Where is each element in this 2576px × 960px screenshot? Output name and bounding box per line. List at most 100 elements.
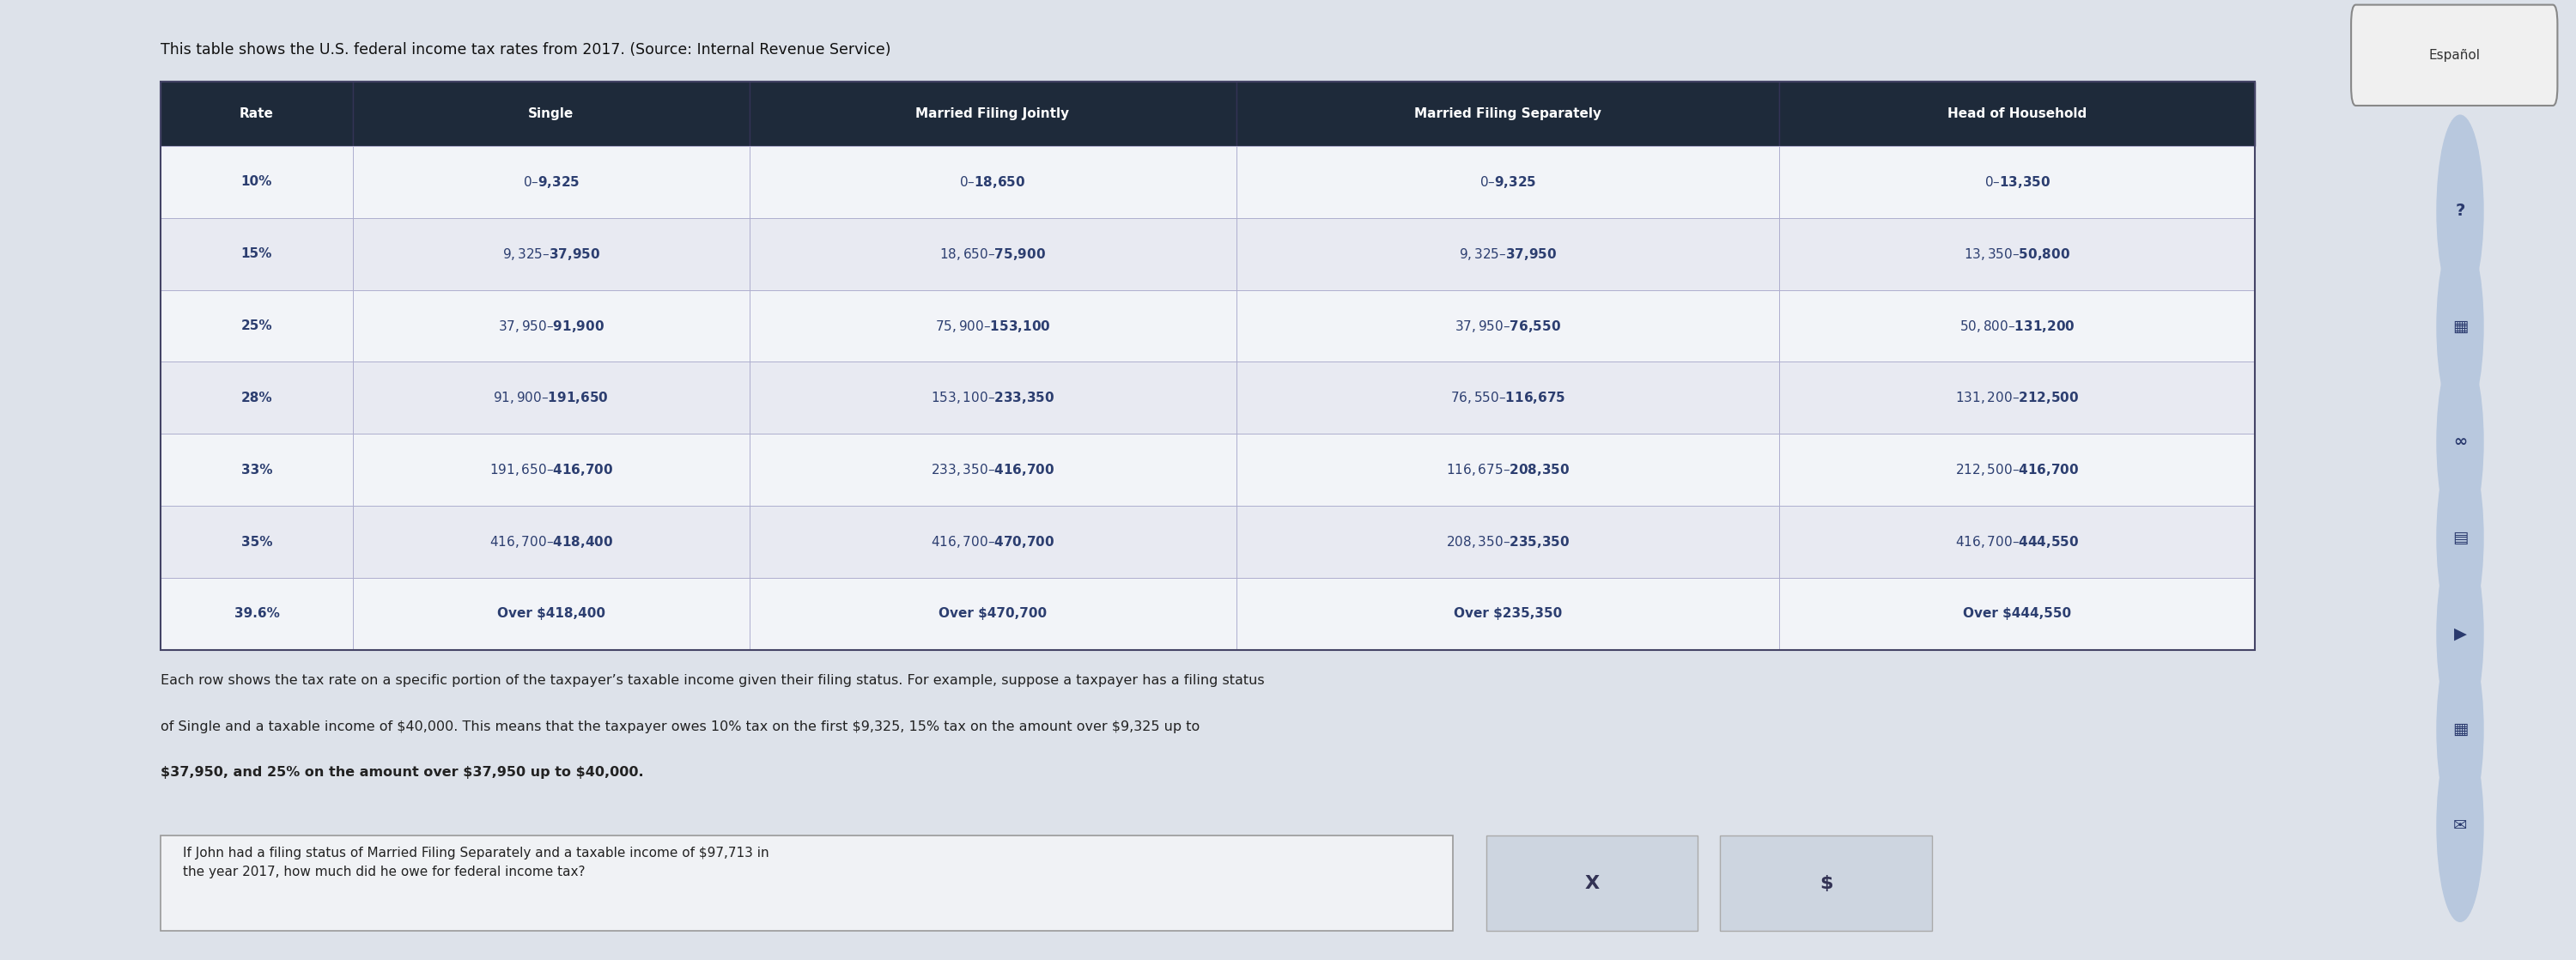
- Text: $91,900–$191,650: $91,900–$191,650: [492, 390, 608, 406]
- Text: 10%: 10%: [242, 176, 273, 188]
- Circle shape: [2437, 538, 2483, 730]
- Text: $13,350–$50,800: $13,350–$50,800: [1963, 246, 2071, 262]
- Text: $37,950, and 25% on the amount over $37,950 up to $40,000.: $37,950, and 25% on the amount over $37,…: [160, 766, 644, 779]
- Bar: [160, 146, 353, 218]
- Text: 39.6%: 39.6%: [234, 608, 278, 620]
- Circle shape: [2437, 230, 2483, 422]
- Bar: [1236, 362, 1780, 434]
- Text: Over $418,400: Over $418,400: [497, 608, 605, 620]
- Bar: [750, 218, 1236, 290]
- Text: $212,500–$416,700: $212,500–$416,700: [1955, 462, 2079, 478]
- Bar: [1236, 146, 1780, 218]
- Text: ✉: ✉: [2452, 818, 2468, 833]
- Bar: [1780, 146, 2254, 218]
- Text: X: X: [1584, 875, 1600, 892]
- Bar: [160, 362, 353, 434]
- Text: ?: ?: [2455, 204, 2465, 219]
- Bar: [750, 290, 1236, 362]
- Bar: [353, 578, 750, 650]
- Bar: [750, 578, 1236, 650]
- Text: $116,675–$208,350: $116,675–$208,350: [1445, 462, 1569, 478]
- Circle shape: [2437, 115, 2483, 307]
- Bar: [1780, 578, 2254, 650]
- Bar: [750, 506, 1236, 578]
- Text: Over $444,550: Over $444,550: [1963, 608, 2071, 620]
- Bar: [1780, 434, 2254, 506]
- Text: ∞: ∞: [2452, 434, 2468, 449]
- Text: Each row shows the tax rate on a specific portion of the taxpayer’s taxable inco: Each row shows the tax rate on a specifi…: [160, 674, 1265, 686]
- Bar: [353, 362, 750, 434]
- Text: Over $235,350: Over $235,350: [1453, 608, 1561, 620]
- Text: $233,350–$416,700: $233,350–$416,700: [930, 462, 1054, 478]
- Text: $416,700–$470,700: $416,700–$470,700: [930, 534, 1054, 550]
- Bar: [1721, 835, 1932, 931]
- Text: $416,700–$418,400: $416,700–$418,400: [489, 534, 613, 550]
- Bar: [353, 506, 750, 578]
- Text: $: $: [1819, 875, 1832, 892]
- Bar: [160, 82, 353, 146]
- Text: $0–$9,325: $0–$9,325: [523, 174, 580, 190]
- Bar: [1236, 578, 1780, 650]
- Text: $208,350–$235,350: $208,350–$235,350: [1445, 534, 1569, 550]
- Text: $131,200–$212,500: $131,200–$212,500: [1955, 390, 2079, 406]
- Bar: [1236, 290, 1780, 362]
- Bar: [160, 506, 353, 578]
- Circle shape: [2437, 730, 2483, 922]
- Bar: [750, 362, 1236, 434]
- Text: Single: Single: [528, 108, 574, 120]
- Text: $0–$18,650: $0–$18,650: [958, 174, 1025, 190]
- Text: $9,325–$37,950: $9,325–$37,950: [1458, 246, 1556, 262]
- Text: ▤: ▤: [2452, 530, 2468, 545]
- Text: 25%: 25%: [242, 320, 273, 332]
- Text: This table shows the U.S. federal income tax rates from 2017. (Source: Internal : This table shows the U.S. federal income…: [160, 42, 891, 58]
- Text: ▦: ▦: [2452, 319, 2468, 334]
- Bar: [353, 82, 750, 146]
- Bar: [160, 578, 353, 650]
- Bar: [353, 218, 750, 290]
- Text: $191,650–$416,700: $191,650–$416,700: [489, 462, 613, 478]
- Circle shape: [2437, 442, 2483, 634]
- Circle shape: [2437, 634, 2483, 826]
- Bar: [353, 146, 750, 218]
- Text: $37,950–$91,900: $37,950–$91,900: [497, 318, 605, 334]
- Text: If John had a filing status of Married Filing Separately and a taxable income of: If John had a filing status of Married F…: [183, 847, 768, 878]
- Text: $50,800–$131,200: $50,800–$131,200: [1960, 318, 2076, 334]
- Text: $76,550–$116,675: $76,550–$116,675: [1450, 390, 1566, 406]
- Text: $9,325–$37,950: $9,325–$37,950: [502, 246, 600, 262]
- Text: Over $470,700: Over $470,700: [938, 608, 1046, 620]
- Text: ▶: ▶: [2452, 626, 2468, 641]
- Text: Español: Español: [2429, 49, 2481, 61]
- Bar: [1780, 506, 2254, 578]
- Bar: [1780, 290, 2254, 362]
- Bar: [160, 82, 2254, 650]
- Bar: [160, 835, 1453, 931]
- Text: $153,100–$233,350: $153,100–$233,350: [930, 390, 1054, 406]
- Bar: [1236, 218, 1780, 290]
- Text: 35%: 35%: [242, 536, 273, 548]
- Bar: [1780, 362, 2254, 434]
- FancyBboxPatch shape: [2352, 5, 2558, 106]
- Bar: [160, 434, 353, 506]
- Text: Married Filing Jointly: Married Filing Jointly: [914, 108, 1069, 120]
- Text: 28%: 28%: [242, 392, 273, 404]
- Text: ▦: ▦: [2452, 722, 2468, 737]
- Text: 33%: 33%: [242, 464, 273, 476]
- Bar: [750, 146, 1236, 218]
- Text: of Single and a taxable income of $40,000. This means that the taxpayer owes 10%: of Single and a taxable income of $40,00…: [160, 720, 1200, 732]
- Bar: [750, 82, 1236, 146]
- Text: 15%: 15%: [242, 248, 273, 260]
- Bar: [1780, 82, 2254, 146]
- Text: Married Filing Separately: Married Filing Separately: [1414, 108, 1602, 120]
- Bar: [160, 218, 353, 290]
- Bar: [1486, 835, 1698, 931]
- Bar: [1236, 434, 1780, 506]
- Text: $416,700–$444,550: $416,700–$444,550: [1955, 534, 2079, 550]
- Bar: [1780, 218, 2254, 290]
- Bar: [160, 290, 353, 362]
- Text: $0–$13,350: $0–$13,350: [1984, 174, 2050, 190]
- Bar: [1236, 506, 1780, 578]
- Text: Rate: Rate: [240, 108, 273, 120]
- Text: $0–$9,325: $0–$9,325: [1479, 174, 1535, 190]
- Bar: [1236, 82, 1780, 146]
- Bar: [353, 434, 750, 506]
